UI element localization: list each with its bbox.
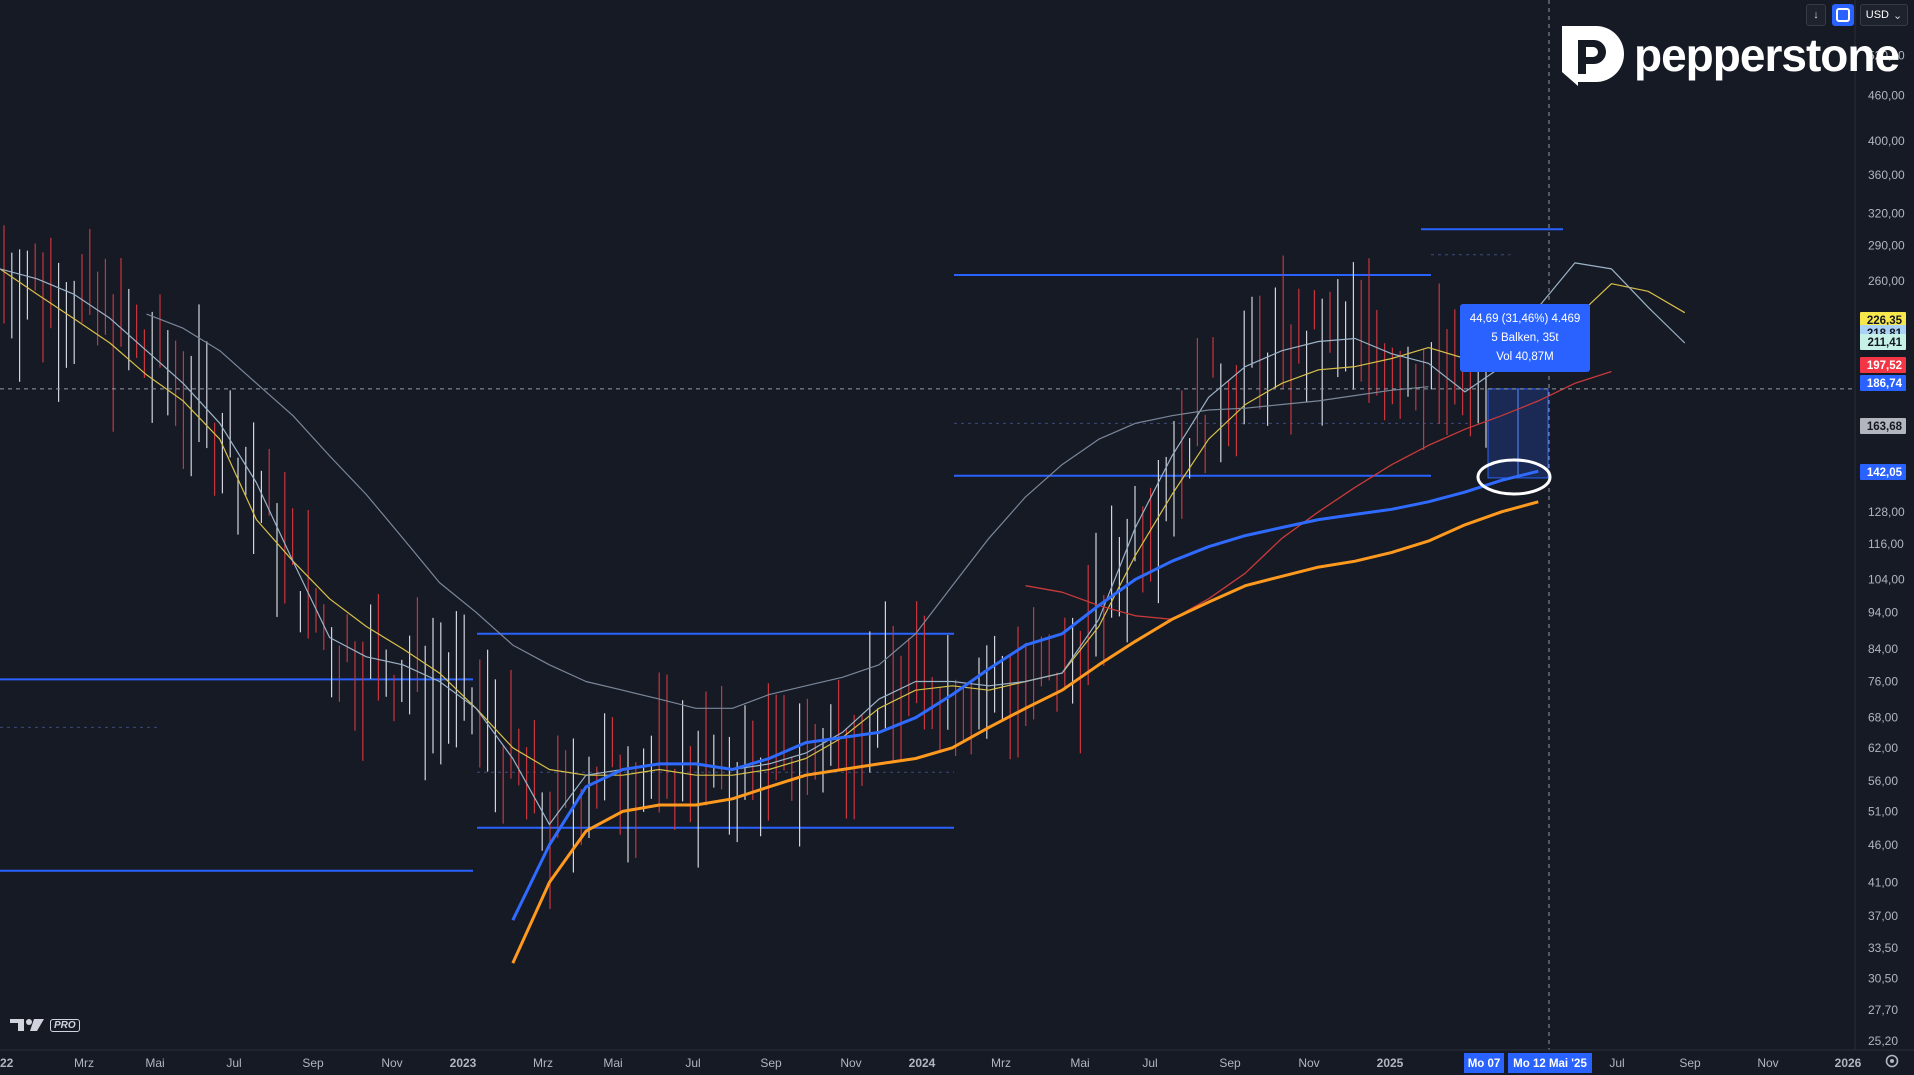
measure-line-1: 44,69 (31,46%) 4.469 <box>1470 313 1581 325</box>
crosshair-time-label: Mo 12 Mai '25 <box>1513 1058 1587 1070</box>
price-tag-box <box>1860 312 1906 328</box>
gear-icon[interactable] <box>1884 1053 1900 1069</box>
time-tick-label: 2026 <box>1835 1056 1862 1070</box>
time-tick-label: 2023 <box>450 1056 477 1070</box>
price-tick-label: 30,50 <box>1868 972 1898 986</box>
download-button[interactable]: ↓ <box>1806 4 1826 26</box>
time-tick-label: Mrz <box>533 1056 553 1070</box>
price-tick-label: 33,50 <box>1868 941 1898 955</box>
crosshair-time-tag <box>1508 1053 1592 1073</box>
price-tag-label: 142,05 <box>1867 467 1903 479</box>
time-axis-background <box>0 1050 1914 1075</box>
highlight-ellipse[interactable] <box>1476 458 1552 496</box>
brand-wordmark: pepperstone <box>1634 29 1900 81</box>
time-tick-label: Jul <box>1609 1056 1624 1070</box>
measure-line-2: 5 Balken, 35t <box>1491 332 1559 344</box>
time-tick-label: 2025 <box>1377 1056 1404 1070</box>
price-tick-label: 128,00 <box>1868 505 1905 519</box>
time-tick-label: Mrz <box>991 1056 1011 1070</box>
price-tick-label: 37,00 <box>1868 909 1898 923</box>
ma-line-5 <box>511 469 1539 921</box>
price-tags: 226,35218,81211,41197,52186,74163,68142,… <box>1860 312 1906 480</box>
moving-average-lines <box>0 262 1686 964</box>
price-tick-label: 51,00 <box>1868 804 1898 818</box>
price-tick-label: 41,00 <box>1868 875 1898 889</box>
price-tick-label: 460,00 <box>1868 88 1905 102</box>
price-tag-label: 163,68 <box>1867 421 1903 433</box>
price-tag-box <box>1860 418 1906 434</box>
time-tick-label: Sep <box>760 1056 782 1070</box>
price-tick-label: 94,00 <box>1868 605 1898 619</box>
ma-line-6 <box>511 500 1539 964</box>
price-tick-label: 76,00 <box>1868 675 1898 689</box>
price-tick-label: 290,00 <box>1868 239 1905 253</box>
pepperstone-mark-icon <box>1562 26 1624 86</box>
price-tick-label: 56,00 <box>1868 774 1898 788</box>
dashed-levels <box>0 254 1511 773</box>
time-tick-label: Nov <box>381 1056 402 1070</box>
price-tick-label: 116,00 <box>1868 537 1904 551</box>
time-tick-label: Jul <box>1142 1056 1157 1070</box>
price-tick-label: 104,00 <box>1868 572 1905 586</box>
time-tick-label: Mrz <box>74 1056 94 1070</box>
price-tick-label: 27,70 <box>1868 1003 1898 1017</box>
currency-label: USD <box>1865 9 1889 21</box>
time-tick-label: Nov <box>840 1056 861 1070</box>
pepperstone-logo: pepperstone <box>1556 24 1900 86</box>
price-tag-box <box>1860 464 1906 480</box>
time-tick-label: Mai <box>145 1056 164 1070</box>
price-tick-label: 46,00 <box>1868 838 1898 852</box>
time-tick-label: 2024 <box>909 1056 936 1070</box>
price-tag-box <box>1860 334 1906 350</box>
time-tick-label: Mai <box>603 1056 622 1070</box>
arrow-down-icon: ↓ <box>1813 9 1819 21</box>
time-tick-label: Jul <box>685 1056 700 1070</box>
tradingview-icon <box>10 1019 44 1031</box>
crosshair <box>0 0 1855 1050</box>
price-tick-label: 68,00 <box>1868 711 1898 725</box>
price-tag-label: 226,35 <box>1867 315 1903 327</box>
tradingview-logo[interactable]: PRO <box>10 1017 80 1033</box>
time-tick-label: Sep <box>1679 1056 1701 1070</box>
price-tag-box <box>1860 357 1906 373</box>
crosshair-time-label: Mo 07 <box>1468 1058 1501 1070</box>
price-tag-box <box>1860 375 1906 391</box>
price-tag-label: 211,41 <box>1867 337 1902 349</box>
ma-line-4 <box>1025 370 1612 620</box>
refresh-icon <box>1836 8 1850 22</box>
price-tick-label: 84,00 <box>1868 642 1898 656</box>
time-tick-label: Nov <box>1298 1056 1319 1070</box>
price-tag-label: 186,74 <box>1867 378 1903 390</box>
currency-select[interactable]: USD ⌄ <box>1860 4 1908 26</box>
measure-line-3: Vol 40,87M <box>1496 351 1554 363</box>
ma-line-2 <box>0 262 1686 825</box>
auto-scale-button[interactable] <box>1832 4 1854 26</box>
time-tick-label: Jul <box>226 1056 241 1070</box>
measure-tooltip-box <box>1460 304 1590 372</box>
chevron-down-icon: ⌄ <box>1893 9 1903 22</box>
time-tick-label: Nov <box>1757 1056 1778 1070</box>
price-tick-label: 320,00 <box>1868 207 1905 221</box>
pro-badge: PRO <box>50 1018 80 1032</box>
price-tick-label: 400,00 <box>1868 134 1905 148</box>
price-axis-background <box>1855 0 1914 1075</box>
price-axis[interactable]: 520,00 460,00 400,00 360,00 320,00 290,00 260,… <box>1854 0 1914 1075</box>
price-tick-label: 25,20 <box>1868 1034 1898 1048</box>
measure-tooltip: 44,69 (31,46%) 4.469 5 Balken, 35t Vol 4… <box>1460 304 1590 372</box>
time-tick-label: Sep <box>1219 1056 1241 1070</box>
price-tick-label: 520,00 <box>1868 49 1905 63</box>
ma-line-3 <box>146 313 1429 709</box>
price-tick-label: 360,00 <box>1868 168 1905 182</box>
crosshair-time-tag <box>1464 1053 1504 1073</box>
price-tag-label: 197,52 <box>1867 360 1902 372</box>
price-tick-label: 260,00 <box>1868 274 1905 288</box>
price-tick-label: 62,00 <box>1868 741 1898 755</box>
time-tick-label: Sep <box>302 1056 324 1070</box>
time-tick-label: Mai <box>1070 1056 1089 1070</box>
